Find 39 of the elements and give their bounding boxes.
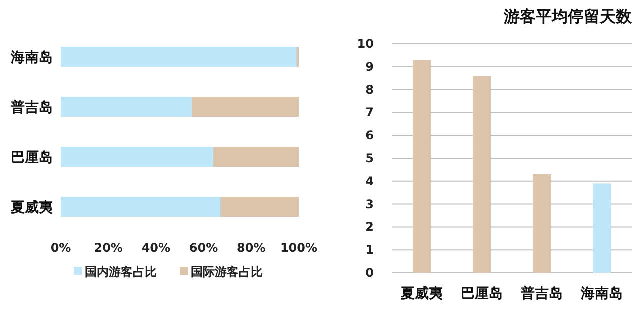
y-tick-label: 夏威夷: [10, 200, 54, 216]
bar: [473, 76, 491, 273]
x-tick-label: 60%: [189, 241, 218, 255]
bar: [220, 197, 299, 217]
bar: [213, 147, 299, 167]
bar: [61, 47, 297, 67]
y-tick-label: 巴厘岛: [11, 150, 53, 166]
x-tick-label: 普吉岛: [520, 285, 563, 302]
bar: [533, 174, 551, 273]
bar: [192, 97, 299, 117]
x-tick-label: 100%: [280, 241, 318, 255]
y-tick-label: 4: [366, 174, 374, 188]
y-tick-label: 0: [366, 266, 374, 280]
x-tick-label: 0%: [50, 241, 72, 255]
y-tick-label: 1: [366, 243, 374, 258]
x-tick-label: 夏威夷: [400, 286, 444, 302]
y-tick-label: 5: [366, 152, 374, 166]
x-tick-label: 海南岛: [580, 286, 623, 302]
bar: [61, 197, 220, 217]
y-tick-label: 8: [366, 82, 374, 97]
bar: [61, 147, 214, 167]
y-tick-label: 3: [366, 197, 374, 212]
bar: [61, 97, 192, 117]
x-tick-label: 80%: [237, 241, 266, 255]
bar: [413, 60, 431, 273]
y-tick-label: 10: [357, 37, 374, 51]
x-tick-label: 40%: [142, 241, 171, 255]
y-tick-label: 普吉岛: [10, 99, 53, 116]
legend-label: 国际游客占比: [191, 265, 263, 279]
x-tick-label: 20%: [94, 241, 123, 255]
chart-title: 游客平均停留天数: [503, 7, 633, 26]
y-tick-label: 6: [366, 128, 374, 143]
legend-label: 国内游客占比: [85, 265, 157, 279]
y-tick-label: 海南岛: [10, 50, 53, 66]
y-tick-label: 7: [366, 106, 374, 120]
bar: [593, 184, 611, 273]
x-tick-label: 巴厘岛: [461, 286, 503, 302]
y-tick-label: 9: [366, 60, 374, 74]
y-tick-label: 2: [366, 220, 374, 234]
